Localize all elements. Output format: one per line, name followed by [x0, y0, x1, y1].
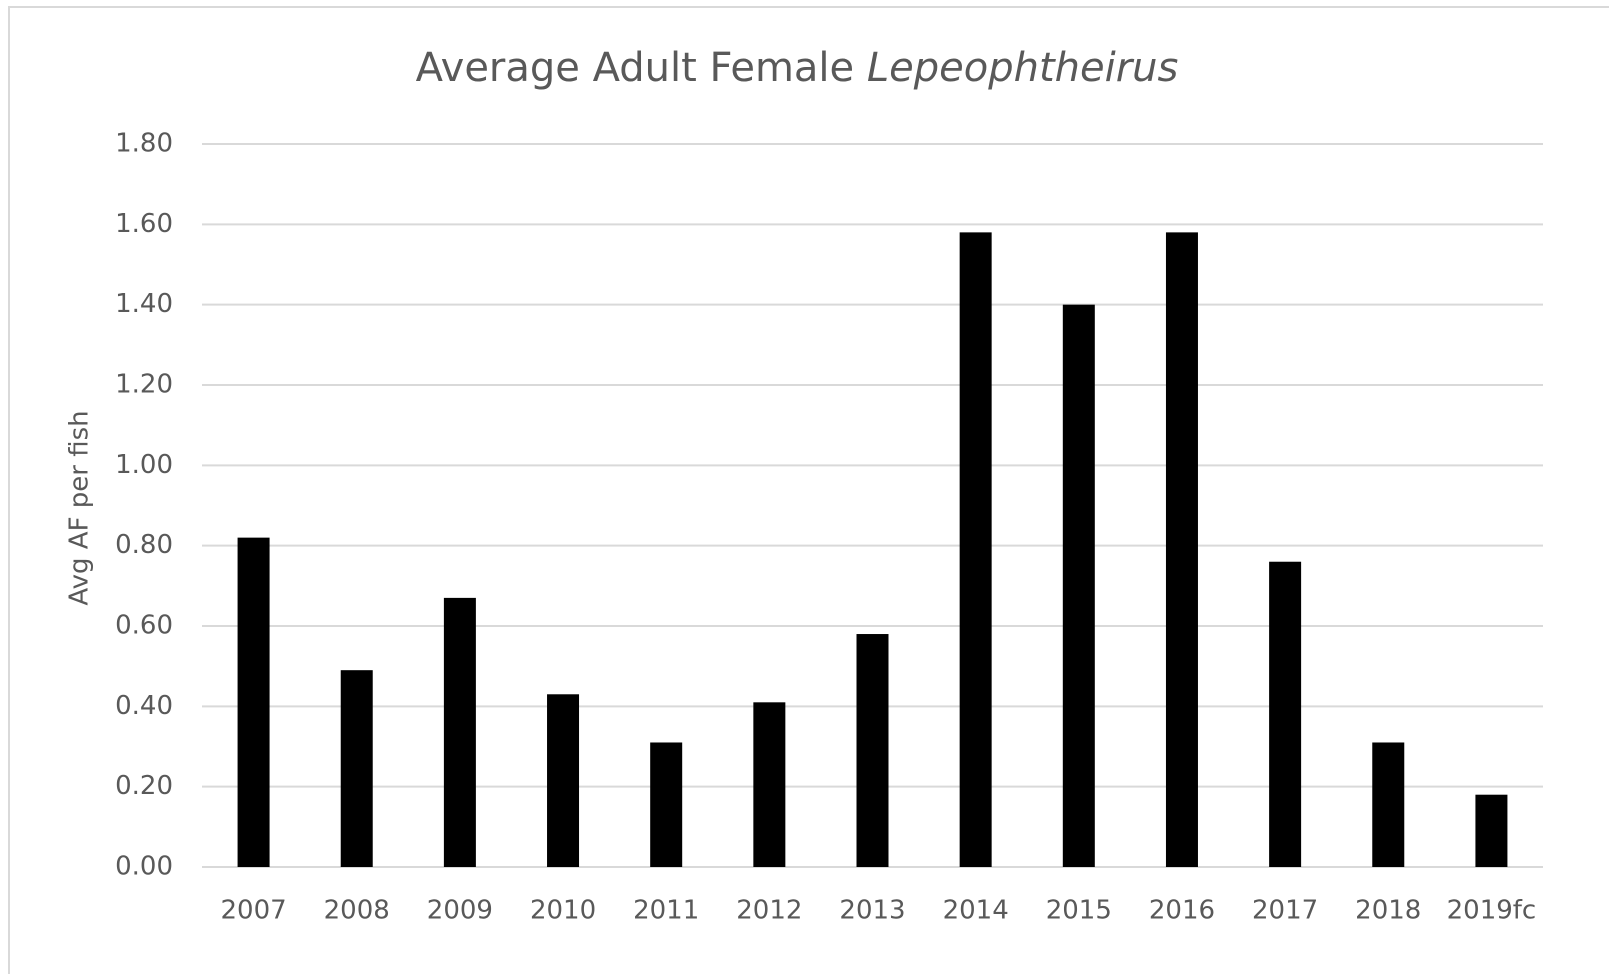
x-tick-label: 2010: [530, 896, 596, 926]
bar: [1475, 794, 1508, 867]
y-tick-label: 0.20: [115, 771, 173, 801]
bar: [753, 702, 786, 867]
y-tick-label: 1.80: [115, 129, 173, 159]
bar: [959, 232, 992, 867]
x-tick-label: 2013: [839, 896, 905, 926]
y-tick-label: 1.60: [115, 209, 173, 239]
y-tick-label: 0.00: [115, 852, 173, 882]
x-tick-label: 2015: [1046, 896, 1112, 926]
x-tick-label: 2019fc: [1447, 896, 1537, 926]
x-tick-label: 2011: [633, 896, 699, 926]
bar: [340, 670, 373, 867]
bar: [1269, 561, 1302, 867]
x-tick-label: 2007: [220, 896, 286, 926]
x-tick-label: 2008: [324, 896, 390, 926]
bar: [1372, 742, 1405, 867]
y-axis-label: Avg AF per fish: [65, 410, 95, 605]
y-tick-label: 0.60: [115, 611, 173, 641]
x-tick-label: 2016: [1149, 896, 1215, 926]
chart-title: Average Adult Female Lepeophtheirus: [416, 45, 1179, 91]
bar: [1165, 232, 1198, 867]
x-tick-label: 2017: [1252, 896, 1318, 926]
bar: [547, 694, 580, 867]
bar: [443, 597, 476, 867]
bar: [650, 742, 683, 867]
bar: [856, 634, 889, 867]
y-tick-label: 1.00: [115, 450, 173, 480]
x-tick-label: 2014: [943, 896, 1009, 926]
x-tick-label: 2009: [427, 896, 493, 926]
y-tick-label: 1.40: [115, 289, 173, 319]
bar: [237, 537, 270, 867]
chart-frame: [8, 6, 1609, 974]
x-tick-label: 2012: [736, 896, 802, 926]
y-tick-label: 1.20: [115, 370, 173, 400]
y-tick-label: 0.80: [115, 530, 173, 560]
x-tick-label: 2018: [1355, 896, 1421, 926]
bar: [1062, 304, 1095, 868]
y-tick-label: 0.40: [115, 691, 173, 721]
